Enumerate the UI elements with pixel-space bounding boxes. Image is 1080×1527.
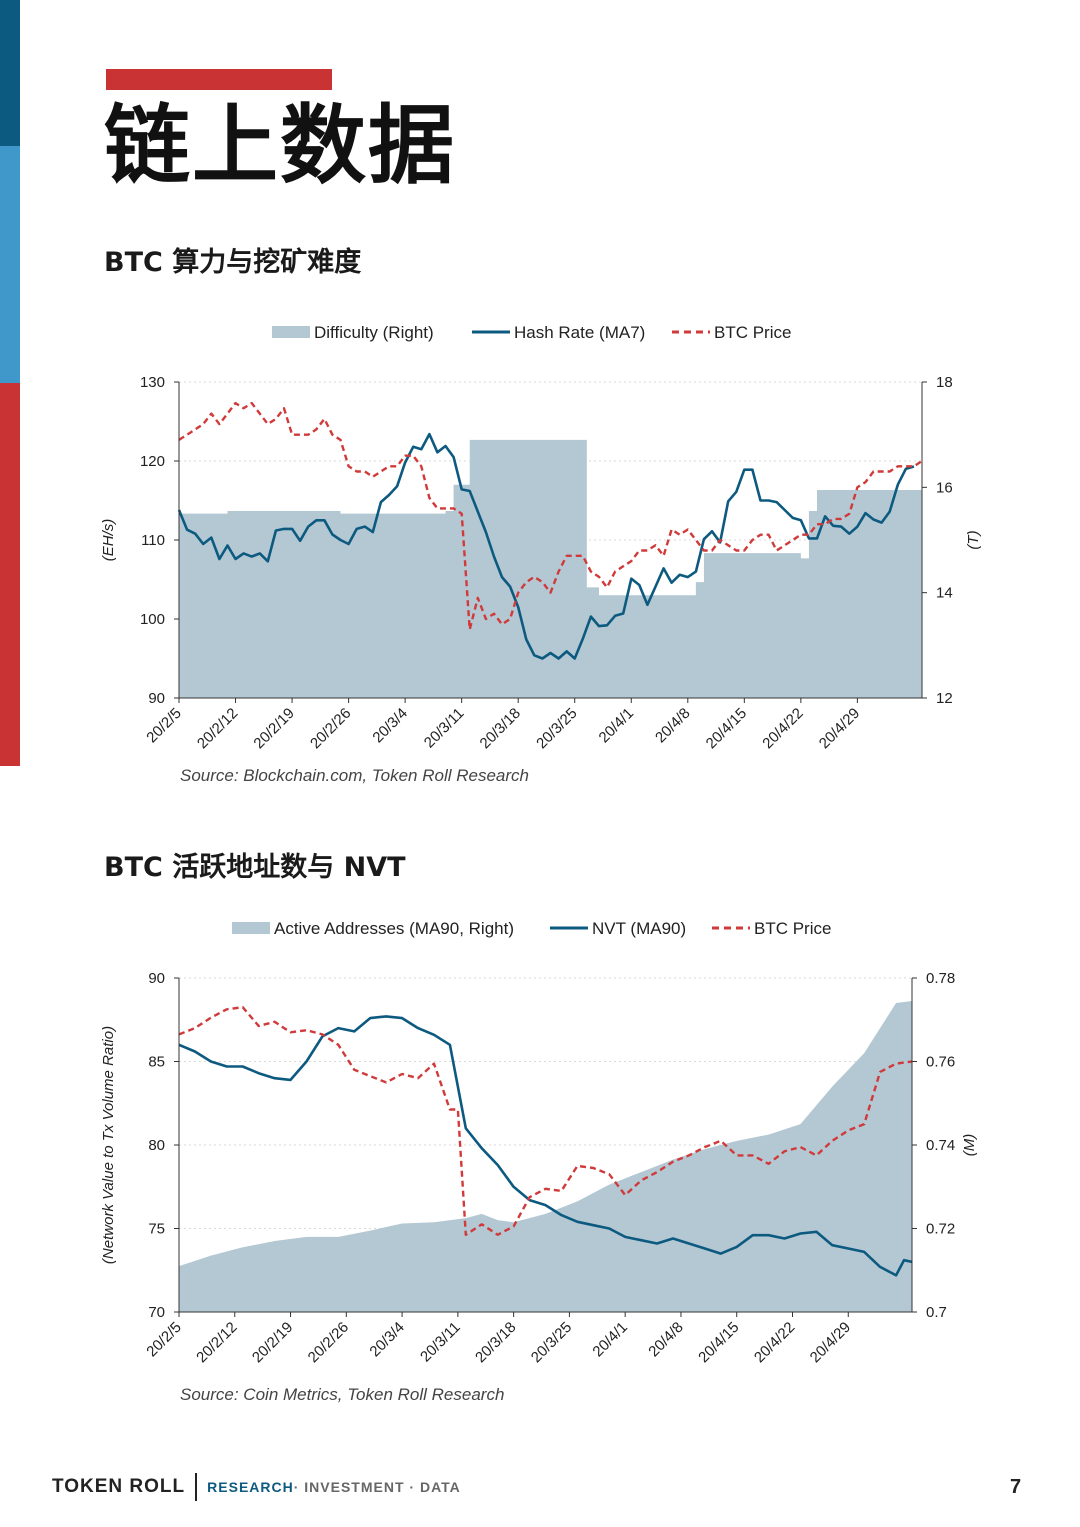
legend-label-1: Difficulty (Right) — [314, 323, 434, 342]
chart-legend: Active Addresses (MA90, Right) NVT (MA90)… — [232, 919, 831, 938]
right-axis-label: (T) — [965, 530, 982, 549]
page-title: 链上数据 — [104, 96, 456, 196]
left-tick-label: 80 — [148, 1137, 165, 1154]
x-tick-label: 20/2/12 — [194, 705, 241, 752]
left-tick-label: 85 — [148, 1054, 165, 1071]
left-tick-label: 90 — [148, 970, 165, 987]
legend-label-2: NVT (MA90) — [592, 919, 686, 938]
series-area — [179, 1000, 912, 1312]
x-tick-label: 20/2/19 — [249, 1319, 296, 1366]
x-tick-label: 20/2/26 — [307, 705, 354, 752]
x-tick-label: 20/3/18 — [477, 705, 524, 752]
x-tick-label: 20/3/25 — [533, 705, 580, 752]
active-addresses-section-title: BTC 活跃地址数与 NVT — [104, 852, 406, 883]
x-tick-label: 20/2/12 — [193, 1319, 240, 1366]
footer-brand: TOKEN ROLL — [52, 1476, 186, 1497]
right-tick-label: 12 — [936, 690, 953, 707]
hashrate-chart-source: Source: Blockchain.com, Token Roll Resea… — [180, 766, 529, 785]
left-tick-label: 120 — [140, 453, 165, 470]
series-line — [177, 432, 915, 660]
hashrate-section-title: BTC 算力与挖矿难度 — [104, 247, 362, 278]
series-price-line — [178, 1005, 913, 1236]
series-area — [179, 439, 922, 698]
footer-tag-research: RESEARCH — [207, 1479, 294, 1495]
x-tick-label: 20/4/15 — [695, 1319, 742, 1366]
x-tick-label: 20/4/8 — [652, 705, 694, 747]
legend-swatch-1 — [272, 326, 310, 338]
right-tick-label: 18 — [936, 374, 953, 391]
legend-swatch-1 — [232, 922, 270, 934]
x-tick-label: 20/2/5 — [143, 705, 185, 747]
x-tick-label: 20/2/19 — [250, 705, 297, 752]
x-tick-label: 20/4/1 — [596, 705, 638, 747]
right-axis-label: (M) — [961, 1134, 978, 1157]
right-tick-label: 0.78 — [926, 970, 955, 987]
x-tick-label: 20/3/4 — [369, 705, 411, 747]
x-tick-label: 20/4/29 — [816, 705, 863, 752]
right-tick-label: 0.76 — [926, 1054, 955, 1071]
right-tick-label: 14 — [936, 585, 953, 602]
legend-label-3: BTC Price — [754, 919, 831, 938]
x-tick-label: 20/4/15 — [703, 705, 750, 752]
x-tick-label: 20/2/26 — [305, 1319, 352, 1366]
active-addresses-chart-source: Source: Coin Metrics, Token Roll Researc… — [180, 1385, 505, 1404]
x-tick-label: 20/4/22 — [751, 1319, 798, 1366]
page-number: 7 — [1010, 1476, 1022, 1498]
footer: TOKEN ROLL RESEARCH · INVESTMENT · DATA — [52, 1472, 461, 1502]
x-tick-label: 20/4/8 — [645, 1319, 687, 1361]
active-addresses-nvt-chart: Active Addresses (MA90, Right) NVT (MA90)… — [100, 919, 978, 1366]
legend-label-3: BTC Price — [714, 323, 791, 342]
legend-label-2: Hash Rate (MA7) — [514, 323, 645, 342]
legend-label-1: Active Addresses (MA90, Right) — [274, 919, 514, 938]
left-tick-label: 90 — [148, 690, 165, 707]
chart-legend: Difficulty (Right) Hash Rate (MA7) BTC Pri… — [272, 323, 791, 342]
left-tick-label: 130 — [140, 374, 165, 391]
hashrate-difficulty-chart: Difficulty (Right) Hash Rate (MA7) BTC Pri… — [100, 323, 982, 752]
x-tick-label: 20/4/29 — [807, 1319, 854, 1366]
left-tick-label: 70 — [148, 1304, 165, 1321]
side-bar-top — [0, 0, 20, 146]
footer-tag-rest: · INVESTMENT · DATA — [293, 1479, 461, 1495]
footer-divider — [195, 1473, 198, 1501]
side-bar-middle — [0, 146, 20, 383]
x-tick-label: 20/3/11 — [421, 705, 468, 752]
left-tick-label: 100 — [140, 611, 165, 628]
x-tick-label: 20/3/11 — [417, 1319, 464, 1366]
left-axis-label: (EH/s) — [100, 519, 117, 562]
x-tick-label: 20/3/4 — [366, 1319, 408, 1361]
right-tick-label: 0.72 — [926, 1221, 955, 1238]
right-tick-label: 0.7 — [926, 1304, 947, 1321]
left-tick-label: 110 — [141, 532, 165, 549]
right-tick-label: 0.74 — [926, 1137, 955, 1154]
right-tick-label: 16 — [936, 479, 953, 496]
left-axis-label: (Network Value to Tx Volume Ratio) — [100, 1026, 117, 1264]
side-bar-bottom — [0, 383, 20, 766]
left-tick-label: 75 — [148, 1221, 165, 1238]
title-accent-bar — [106, 69, 332, 90]
x-tick-label: 20/3/25 — [528, 1319, 575, 1366]
x-tick-label: 20/3/18 — [472, 1319, 519, 1366]
x-tick-label: 20/2/5 — [143, 1319, 185, 1361]
series-price-line — [178, 401, 923, 631]
series-line — [178, 1015, 913, 1277]
x-tick-label: 20/4/1 — [589, 1319, 631, 1361]
x-tick-label: 20/4/22 — [759, 705, 806, 752]
